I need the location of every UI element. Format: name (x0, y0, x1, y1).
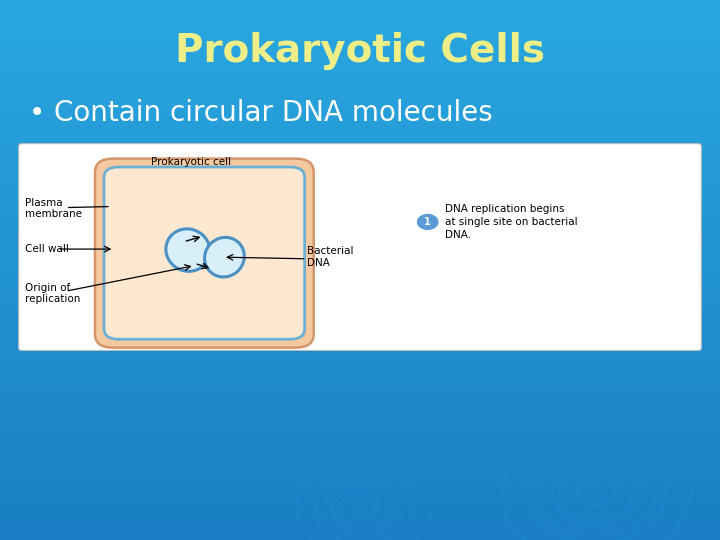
Ellipse shape (166, 229, 210, 271)
FancyBboxPatch shape (95, 159, 314, 348)
Text: Contain circular DNA molecules: Contain circular DNA molecules (54, 99, 492, 127)
Bar (0, 0, 720, 18)
Bar (0, 288, 720, 306)
Bar (0, 54, 720, 72)
Text: DNA replication begins
at single site on bacterial
DNA.: DNA replication begins at single site on… (444, 204, 577, 240)
Text: Origin of
replication: Origin of replication (25, 283, 81, 305)
Bar (0, 90, 720, 108)
Bar (0, 18, 720, 36)
Ellipse shape (204, 238, 244, 277)
Text: Cell wall: Cell wall (25, 244, 69, 254)
Bar (0, 450, 720, 468)
Bar (0, 234, 720, 252)
Bar (0, 378, 720, 396)
Bar (0, 216, 720, 234)
Bar (0, 198, 720, 216)
Circle shape (417, 214, 438, 230)
Bar (0, 342, 720, 360)
Bar (0, 144, 720, 162)
Text: Plasma
membrane: Plasma membrane (25, 198, 82, 219)
Bar (0, 468, 720, 486)
Bar (0, 108, 720, 126)
Bar (0, 414, 720, 432)
Bar (0, 72, 720, 90)
Bar (0, 306, 720, 324)
Bar (0, 486, 720, 504)
Bar (0, 252, 720, 270)
Bar (0, 270, 720, 288)
Bar (0, 324, 720, 342)
Bar (0, 504, 720, 522)
FancyBboxPatch shape (104, 167, 305, 339)
Bar (0, 432, 720, 450)
Bar (0, 360, 720, 378)
Bar (0, 396, 720, 414)
Text: Bacterial
DNA: Bacterial DNA (307, 246, 354, 268)
Text: 1: 1 (424, 217, 431, 227)
FancyBboxPatch shape (19, 144, 701, 350)
Bar (0, 126, 720, 144)
Bar (0, 36, 720, 54)
Bar (0, 180, 720, 198)
Text: Prokaryotic Cells: Prokaryotic Cells (175, 32, 545, 70)
Bar (0, 162, 720, 180)
Bar (0, 522, 720, 540)
Text: •: • (29, 99, 45, 127)
Text: Prokaryotic cell: Prokaryotic cell (150, 157, 231, 167)
